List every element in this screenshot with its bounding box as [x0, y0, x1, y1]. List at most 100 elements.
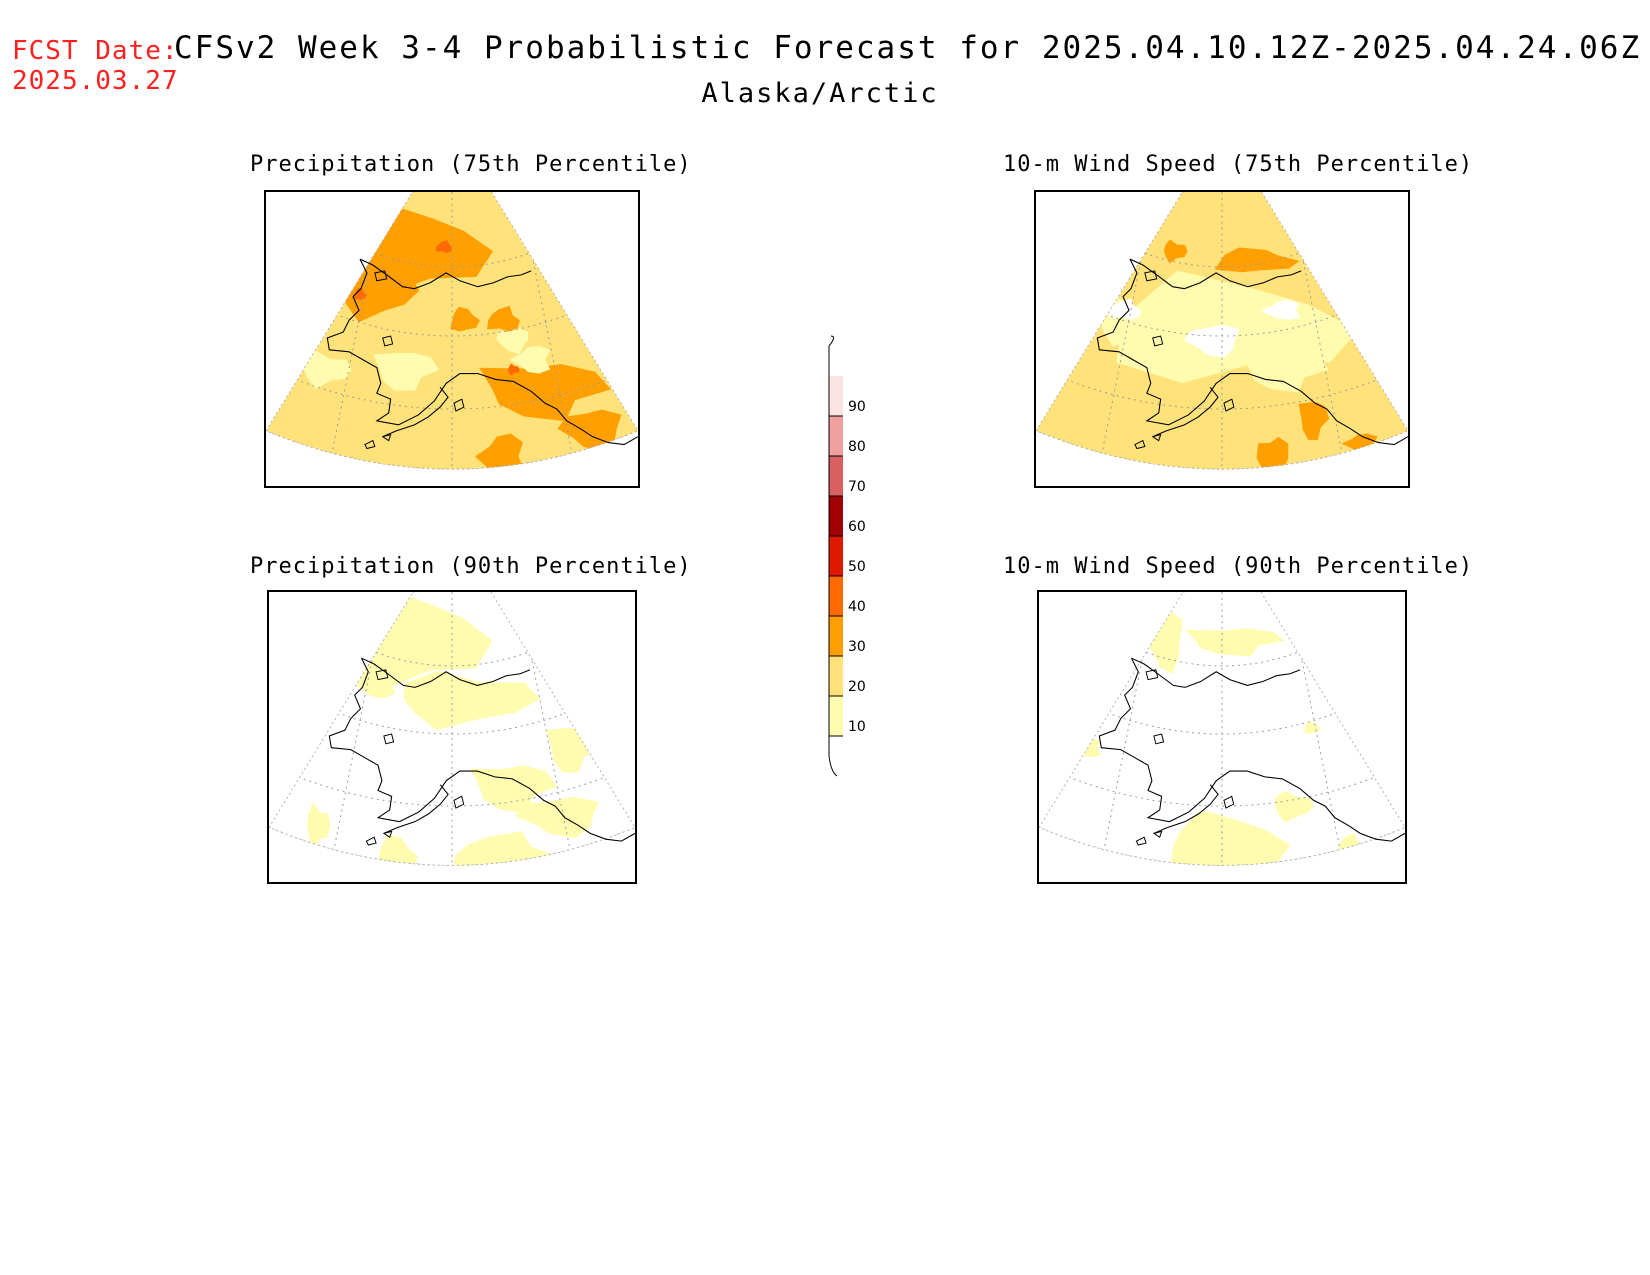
map-contour: [1240, 351, 1329, 393]
island: [374, 270, 388, 282]
map-contour: [1214, 247, 1300, 273]
map-wind-90-svg: [1039, 592, 1405, 866]
fcst-date-value: 2025.03.27: [12, 66, 179, 96]
map-contour: [487, 305, 520, 332]
island: [453, 398, 465, 412]
graticule: [1287, 592, 1348, 866]
island: [1223, 398, 1235, 412]
colorbar-swatch: [829, 616, 843, 656]
island: [1152, 830, 1163, 838]
map-contour: [1298, 402, 1330, 441]
map-contour: [350, 659, 396, 699]
map-contour: [1256, 436, 1289, 470]
colorbar-swatch: [829, 656, 843, 696]
panel-title-wind-75: 10-m Wind Speed (75th Percentile): [1003, 152, 1474, 177]
colorbar-tick-label: 70: [848, 479, 866, 495]
map-contour: [403, 670, 541, 731]
coastline: [383, 784, 449, 834]
graticule: [375, 651, 529, 667]
colorbar-tick-label: 50: [848, 559, 866, 575]
graticule: [298, 776, 606, 807]
coastline: [328, 657, 635, 842]
colorbar-swatch: [829, 456, 843, 496]
coastline: [361, 657, 531, 688]
coastline: [1096, 258, 1408, 446]
graticule: [374, 252, 530, 268]
fcst-date-label: FCST Date:: [12, 36, 179, 66]
colorbar-swatch: [829, 416, 843, 456]
map-wind-75-svg: [1036, 192, 1408, 470]
map-contour: [435, 240, 452, 254]
graticule: [335, 313, 569, 337]
colorbar-swatch: [829, 536, 843, 576]
map-contour: [373, 352, 440, 391]
colorbar-tick-label: 90: [848, 399, 866, 415]
coastline: [359, 258, 532, 290]
island: [1144, 270, 1158, 282]
map-contour: [1183, 324, 1240, 359]
graticule: [1096, 592, 1157, 866]
colorbar-tick-label: 60: [848, 519, 866, 535]
graticule: [326, 592, 387, 866]
island: [381, 434, 392, 442]
map-contour: [1259, 300, 1301, 321]
graticule: [336, 712, 568, 735]
map-contour: [1170, 809, 1291, 866]
island: [1134, 439, 1146, 450]
map-precip-90: [267, 590, 637, 884]
colorbar-tick-label: 20: [848, 679, 866, 695]
coastline: [1129, 258, 1302, 290]
island: [365, 836, 377, 846]
island: [1145, 669, 1159, 681]
island: [383, 733, 395, 745]
coastline: [326, 258, 638, 446]
colorbar-group: 10 20 30 40 50 60 70 80 90: [828, 335, 866, 777]
colorbar-tick-label: 10: [848, 719, 866, 735]
island: [453, 795, 465, 809]
colorbar-tick-label: 40: [848, 599, 866, 615]
page-title: CFSv2 Week 3-4 Probabilistic Forecast fo…: [174, 30, 1642, 66]
colorbar-tick-label: 80: [848, 439, 866, 455]
colorbar-tick-label: 30: [848, 639, 866, 655]
graticule: [1065, 378, 1379, 410]
map-contour: [1185, 628, 1285, 657]
map-contour: [507, 363, 520, 376]
graticule: [518, 192, 580, 470]
map-contour: [1069, 737, 1102, 758]
graticule: [1068, 776, 1376, 807]
colorbar-swatch: [829, 496, 843, 536]
graticule: [324, 192, 386, 470]
colorbar-top-cap: [828, 335, 835, 376]
island: [1151, 434, 1162, 442]
graticule: [1106, 712, 1338, 735]
map-precip-75: [264, 190, 640, 488]
map-contour: [479, 364, 612, 422]
map-contour: [307, 802, 331, 850]
island: [1153, 733, 1165, 745]
panel-title-wind-90: 10-m Wind Speed (90th Percentile): [1003, 554, 1474, 579]
island: [1223, 795, 1235, 809]
graticule: [1144, 252, 1300, 268]
coastline: [1131, 657, 1301, 688]
coastline: [1152, 387, 1219, 438]
map-contour: [557, 409, 622, 452]
map-precip-75-svg: [266, 192, 638, 470]
island: [375, 669, 389, 681]
map-contour: [509, 345, 551, 374]
map-contour: [450, 306, 480, 332]
panel-title-precip-90: Precipitation (90th Percentile): [250, 554, 692, 579]
map-contour: [496, 328, 529, 355]
colorbar-swatch: [829, 696, 843, 736]
map-fill: [1036, 192, 1408, 470]
coastline: [1153, 784, 1219, 834]
map-contour: [1274, 790, 1314, 823]
colorbar-swatch: [829, 576, 843, 616]
map-contour: [304, 350, 352, 390]
map-contour: [514, 796, 599, 839]
graticule: [517, 592, 578, 866]
map-contour: [470, 765, 558, 814]
graticule: [1288, 192, 1350, 470]
map-contour: [1163, 239, 1188, 264]
coastline: [382, 387, 449, 438]
graticule: [1105, 313, 1339, 337]
